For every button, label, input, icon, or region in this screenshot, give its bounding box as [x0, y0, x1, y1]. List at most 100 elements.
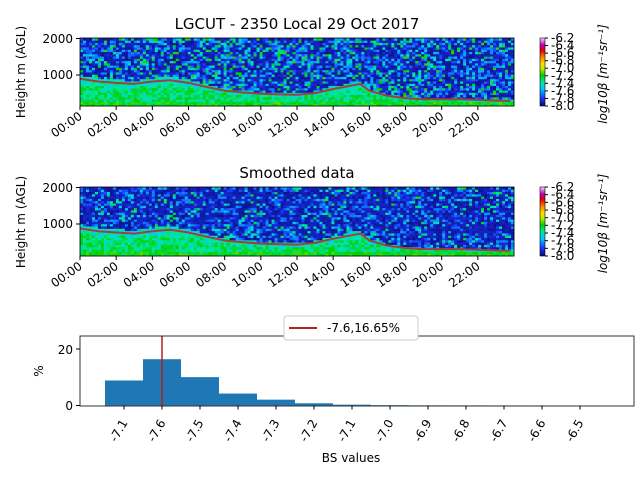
- heatmap-cell: [190, 101, 195, 105]
- heatmap-cell: [178, 65, 183, 68]
- heatmap-cell: [490, 69, 494, 73]
- heatmap-cell: [304, 42, 308, 46]
- heatmap-cell: [118, 223, 123, 227]
- colorbar-label: log10β [m⁻¹sr⁻¹]: [596, 24, 610, 124]
- heatmap-cell: [103, 207, 108, 211]
- heatmap-cell: [319, 49, 323, 52]
- heatmap-cell: [142, 40, 147, 43]
- heatmap-cell: [496, 78, 500, 82]
- heatmap-cell: [346, 53, 350, 57]
- heatmap-cell: [319, 62, 323, 66]
- heatmap-cell: [136, 49, 141, 52]
- heatmap-cell: [274, 78, 278, 82]
- heatmap-cell: [85, 239, 90, 243]
- heatmap-cell: [499, 76, 503, 80]
- heatmap-cell: [280, 56, 284, 59]
- heatmap-cell: [496, 42, 500, 46]
- heatmap-cell: [88, 94, 93, 98]
- heatmap-cell: [508, 67, 512, 71]
- heatmap-cell: [493, 76, 497, 80]
- heatmap-cell: [265, 103, 269, 107]
- heatmap-cell: [115, 228, 120, 232]
- heatmap-cell: [391, 90, 395, 93]
- heatmap-cell: [460, 42, 464, 46]
- heatmap-cell: [466, 49, 470, 52]
- heatmap-cell: [226, 83, 231, 86]
- heatmap-cell: [511, 85, 515, 89]
- heatmap-cell: [178, 78, 183, 82]
- heatmap-cell: [505, 56, 509, 59]
- heatmap-cell: [187, 96, 192, 100]
- heatmap-cell: [454, 42, 458, 46]
- heatmap-cell: [274, 69, 278, 73]
- heatmap-cell: [397, 85, 401, 89]
- heatmap-cell: [367, 87, 371, 91]
- heatmap-cell: [172, 65, 177, 68]
- heatmap-cell: [211, 78, 216, 82]
- heatmap-cell: [121, 239, 126, 243]
- heatmap-cell: [211, 83, 216, 86]
- heatmap-cell: [253, 83, 257, 86]
- heatmap-cell: [409, 58, 413, 62]
- heatmap-cell: [385, 69, 389, 73]
- heatmap-cell: [91, 212, 96, 215]
- heatmap-cell: [346, 76, 350, 80]
- heatmap-cell: [394, 76, 398, 80]
- heatmap-cell: [463, 78, 467, 82]
- heatmap-cell: [193, 53, 198, 57]
- heatmap-cell: [310, 56, 314, 59]
- heatmap-cell: [196, 78, 201, 82]
- heatmap-cell: [418, 90, 422, 93]
- heatmap-cell: [277, 81, 281, 84]
- heatmap-cell: [469, 85, 473, 89]
- heatmap-cell: [316, 85, 320, 89]
- heatmap-cell: [103, 56, 108, 59]
- heatmap-cell: [166, 44, 171, 48]
- heatmap-cell: [88, 99, 93, 102]
- heatmap-cell: [283, 49, 287, 52]
- heatmap-cell: [268, 101, 272, 105]
- heatmap-cell: [217, 92, 222, 96]
- heatmap-cell: [355, 92, 359, 96]
- heatmap-cell: [127, 251, 132, 255]
- heatmap-cell: [175, 58, 180, 62]
- heatmap-cell: [235, 87, 240, 91]
- heatmap-cell: [97, 92, 102, 96]
- heatmap-cell: [115, 42, 120, 46]
- heatmap-cell: [487, 85, 491, 89]
- heatmap-cell: [451, 47, 455, 50]
- heatmap-cell: [400, 87, 404, 91]
- heatmap-cell: [88, 226, 93, 229]
- heatmap-cell: [136, 69, 141, 73]
- heatmap-cell: [268, 87, 272, 91]
- heatmap-cell: [268, 81, 272, 84]
- heatmap-cell: [376, 42, 380, 46]
- heatmap-cell: [328, 92, 332, 96]
- heatmap-cell: [268, 76, 272, 80]
- heatmap-cell: [235, 72, 240, 75]
- heatmap-cell: [448, 65, 452, 68]
- heatmap-cell: [295, 96, 299, 100]
- heatmap-cell: [475, 101, 479, 105]
- heatmap-cell: [313, 40, 317, 43]
- heatmap-cell: [91, 239, 96, 243]
- heatmap-cell: [94, 219, 99, 222]
- heatmap-cell: [361, 87, 365, 91]
- heatmap-cell: [220, 38, 225, 41]
- heatmap-cell: [376, 74, 380, 77]
- heatmap-cell: [376, 103, 380, 107]
- heatmap-cell: [97, 47, 102, 50]
- heatmap-cell: [415, 53, 419, 57]
- heatmap-cell: [97, 38, 102, 41]
- heatmap-cell: [112, 99, 117, 102]
- heatmap-cell: [397, 65, 401, 68]
- heatmap-cell: [220, 92, 225, 96]
- heatmap-cell: [229, 87, 234, 91]
- heatmap-cell: [322, 47, 326, 50]
- heatmap-cell: [388, 74, 392, 77]
- heatmap-cell: [154, 103, 159, 107]
- heatmap-cell: [499, 69, 503, 73]
- heatmap-cell: [181, 92, 186, 96]
- heatmap-cell: [226, 65, 231, 68]
- heatmap-cell: [109, 38, 114, 41]
